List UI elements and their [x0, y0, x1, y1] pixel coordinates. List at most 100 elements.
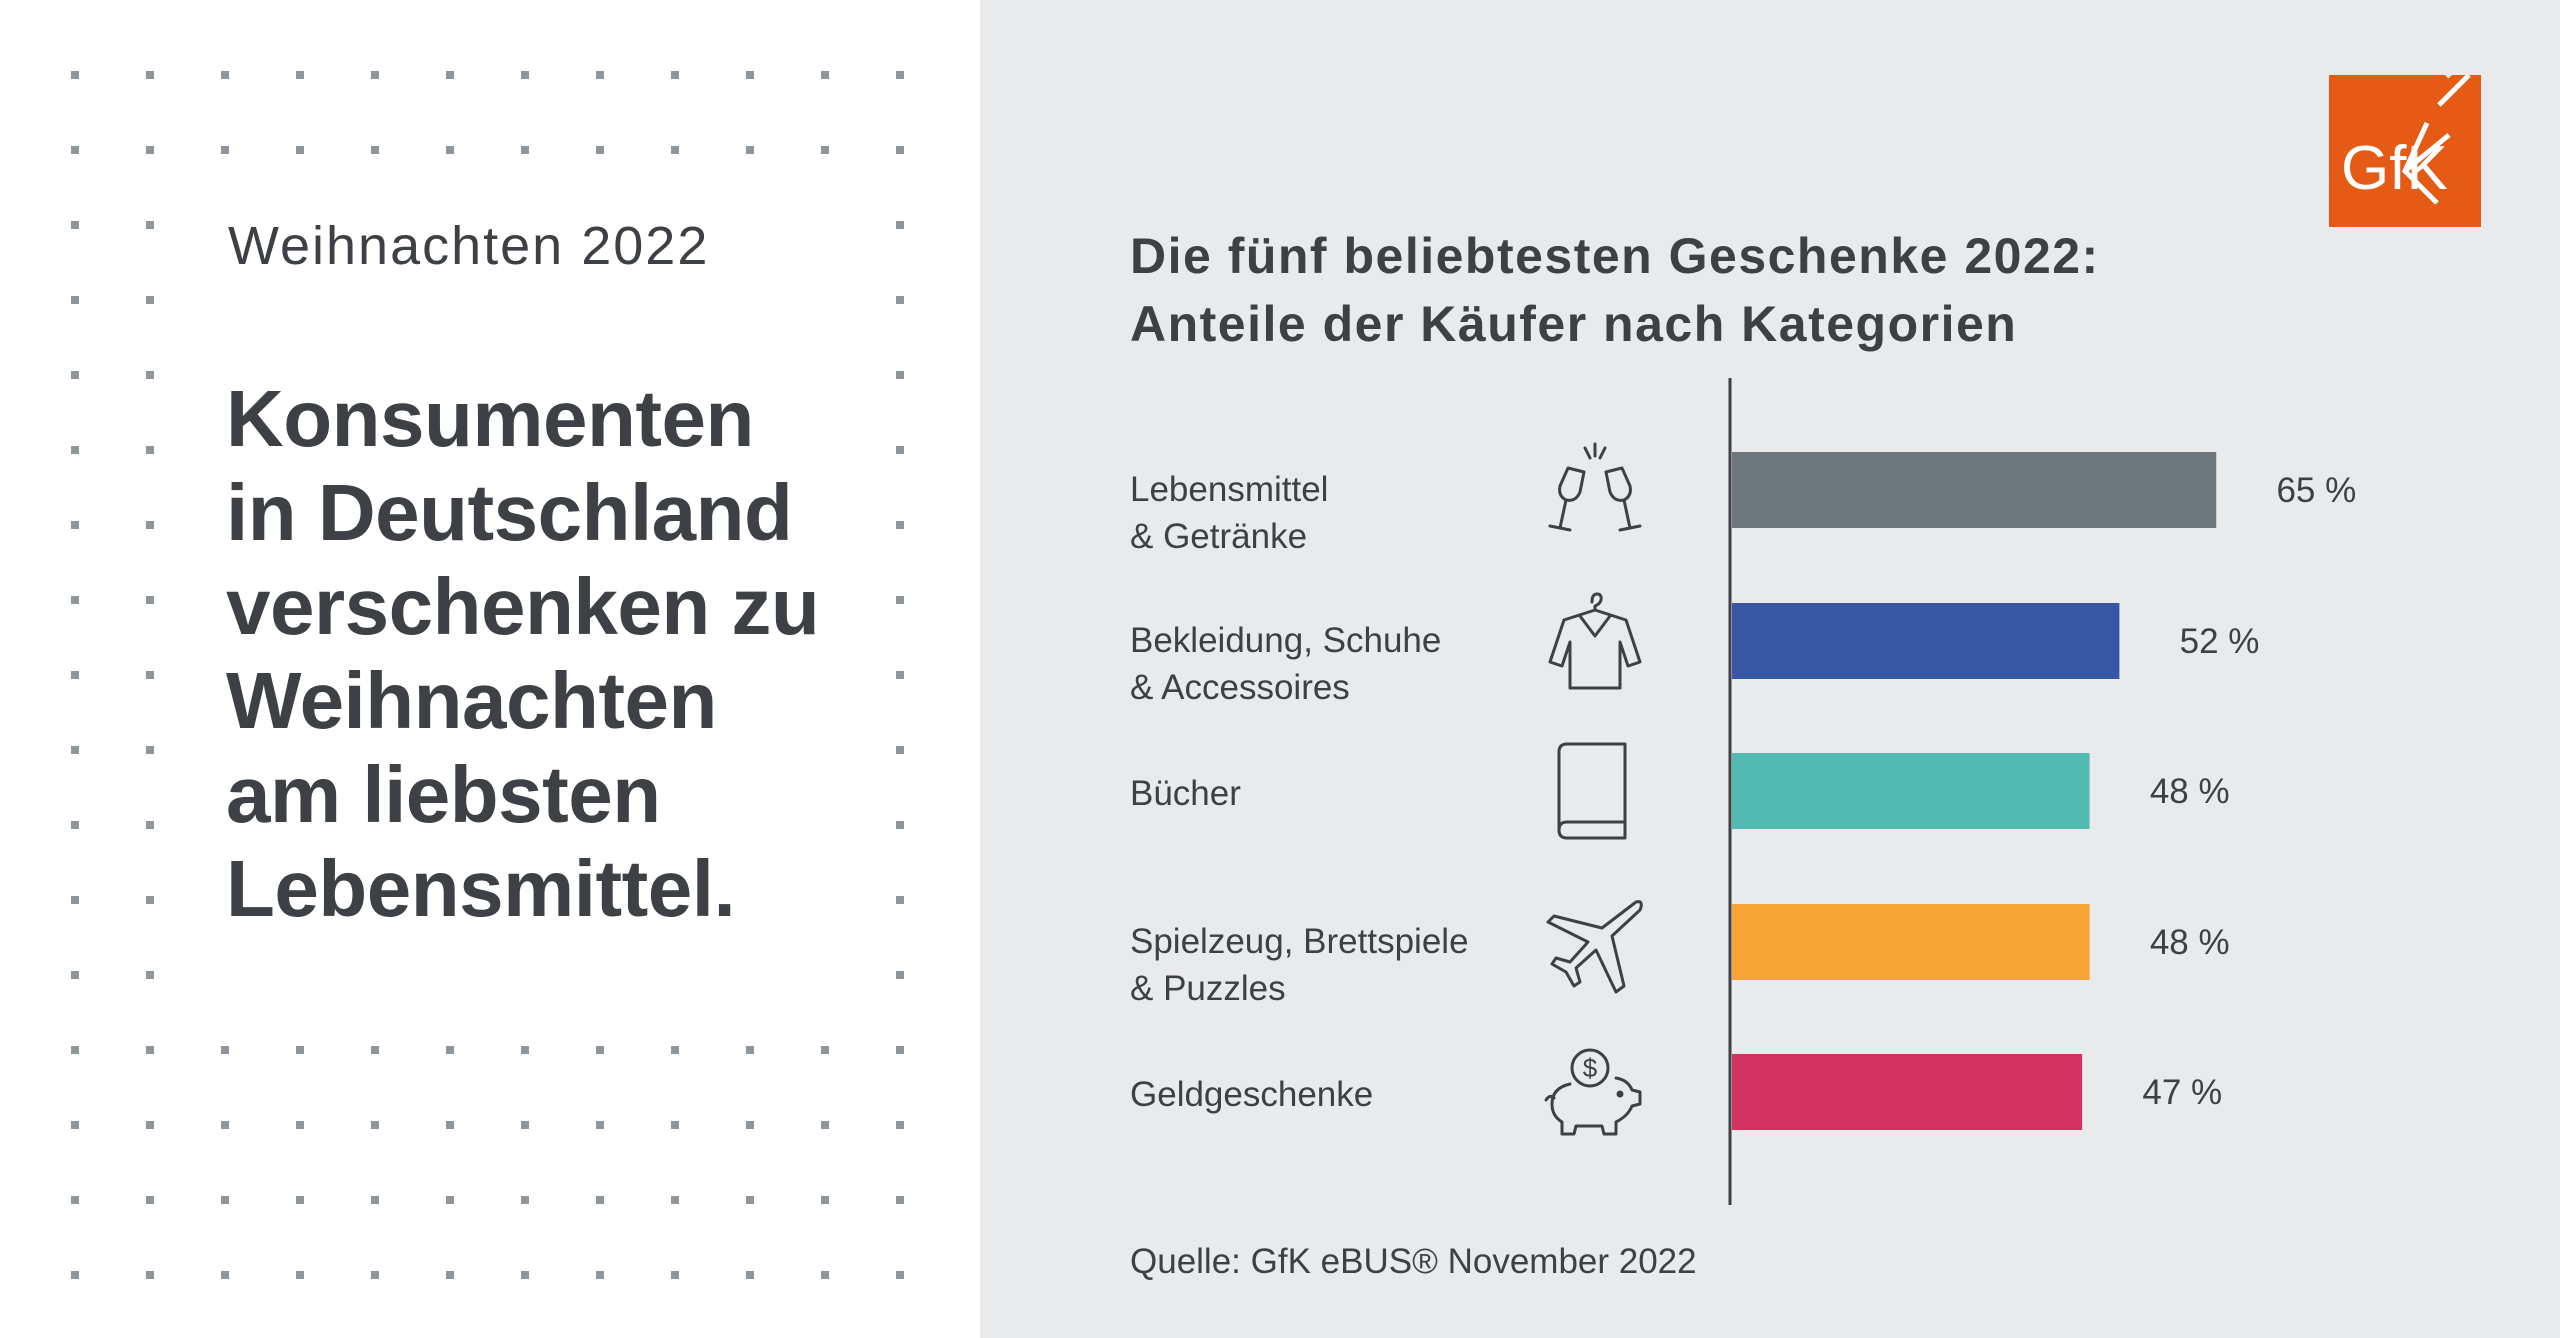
value-label-5: 47 %	[2142, 1073, 2222, 1112]
decorative-dot	[596, 1046, 604, 1054]
decorative-dot	[446, 71, 454, 79]
decorative-dot	[821, 1046, 829, 1054]
left-panel	[0, 0, 980, 1338]
category-label-line: Geldgeschenke	[1130, 1075, 1374, 1114]
decorative-dot	[746, 1121, 754, 1129]
decorative-dot	[671, 1196, 679, 1204]
decorative-dot	[71, 446, 79, 454]
decorative-dot	[71, 1046, 79, 1054]
decorative-dot	[71, 296, 79, 304]
decorative-dot	[821, 1196, 829, 1204]
decorative-dot	[71, 371, 79, 379]
decorative-dot	[371, 146, 379, 154]
decorative-dot	[746, 1046, 754, 1054]
decorative-dot	[371, 1271, 379, 1279]
decorative-dot	[146, 896, 154, 904]
decorative-dot	[296, 1046, 304, 1054]
decorative-dot	[371, 1046, 379, 1054]
decorative-dot	[71, 971, 79, 979]
decorative-dot	[221, 1121, 229, 1129]
decorative-dot	[596, 71, 604, 79]
decorative-dot	[71, 821, 79, 829]
decorative-dot	[146, 296, 154, 304]
decorative-dot	[146, 146, 154, 154]
gfk-logo: GfK	[2329, 75, 2481, 227]
category-label-food: Lebensmittel & Getränke	[1130, 466, 1510, 560]
decorative-dot	[296, 1271, 304, 1279]
decorative-dot	[221, 1271, 229, 1279]
decorative-dot	[746, 146, 754, 154]
svg-text:$: $	[1583, 1053, 1598, 1083]
decorative-dot	[896, 221, 904, 229]
decorative-dot	[671, 1046, 679, 1054]
decorative-dot	[896, 971, 904, 979]
decorative-dot	[146, 521, 154, 529]
decorative-dot	[71, 671, 79, 679]
category-label-line: & Puzzles	[1130, 969, 1286, 1008]
decorative-dot	[446, 1196, 454, 1204]
chart-title-line: Anteile der Käufer nach Kategorien	[1130, 296, 2018, 352]
bar-group	[1732, 452, 2217, 1130]
decorative-dot	[146, 1121, 154, 1129]
decorative-dot	[671, 71, 679, 79]
decorative-dot	[896, 1121, 904, 1129]
decorative-dot	[896, 896, 904, 904]
decorative-dot	[896, 596, 904, 604]
decorative-dot	[221, 1046, 229, 1054]
category-label-clothing: Bekleidung, Schuhe & Accessoires	[1130, 617, 1510, 711]
decorative-dot	[146, 446, 154, 454]
bar-3	[1732, 753, 2090, 829]
decorative-dot	[896, 1196, 904, 1204]
category-label-line: & Accessoires	[1130, 668, 1350, 707]
decorative-dot	[596, 1271, 604, 1279]
decorative-dot	[146, 821, 154, 829]
decorative-dot	[71, 221, 79, 229]
decorative-dot	[521, 1046, 529, 1054]
gfk-logo-text: GfK	[2341, 134, 2448, 203]
decorative-dot	[746, 71, 754, 79]
chart-title: Die fünf beliebtesten Geschenke 2022: An…	[1130, 222, 2100, 358]
book-icon	[1557, 742, 1627, 840]
decorative-dot	[146, 371, 154, 379]
decorative-dot	[146, 671, 154, 679]
headline-line: Lebensmittel.	[226, 844, 736, 933]
decorative-dot	[446, 1046, 454, 1054]
decorative-dot	[296, 1196, 304, 1204]
category-label-line: Bücher	[1130, 774, 1241, 813]
decorative-dot	[896, 821, 904, 829]
decorative-dot	[221, 1196, 229, 1204]
decorative-dot	[896, 671, 904, 679]
decorative-dot	[71, 896, 79, 904]
value-label-3: 48 %	[2150, 772, 2230, 811]
bar-5	[1732, 1054, 2083, 1130]
category-label-toys: Spielzeug, Brettspiele & Puzzles	[1130, 918, 1510, 1012]
decorative-dot	[521, 1271, 529, 1279]
decorative-dot	[821, 1121, 829, 1129]
value-label-group: 65 % 52 % 48 % 48 % 47 %	[2142, 471, 2356, 1112]
decorative-dot	[296, 146, 304, 154]
bar-1	[1732, 452, 2217, 528]
decorative-dot	[521, 1121, 529, 1129]
decorative-dot	[446, 146, 454, 154]
decorative-dot	[146, 746, 154, 754]
decorative-dot	[896, 521, 904, 529]
decorative-dot	[596, 1121, 604, 1129]
decorative-dot	[221, 71, 229, 79]
decorative-dot	[671, 146, 679, 154]
decorative-dot	[746, 1196, 754, 1204]
value-label-1: 65 %	[2276, 471, 2356, 510]
decorative-dot	[71, 1121, 79, 1129]
decorative-dot	[146, 71, 154, 79]
airplane-icon	[1546, 900, 1643, 994]
decorative-dot	[446, 1271, 454, 1279]
decorative-dot	[521, 71, 529, 79]
category-label-line: Spielzeug, Brettspiele	[1130, 922, 1469, 961]
decorative-dot	[896, 371, 904, 379]
value-label-2: 52 %	[2180, 622, 2260, 661]
decorative-dot	[146, 1196, 154, 1204]
decorative-dot	[146, 1046, 154, 1054]
headline-line: Weihnachten	[226, 656, 717, 745]
decorative-dot	[521, 146, 529, 154]
headline: Konsumenten in Deutschland verschenken z…	[226, 372, 926, 936]
decorative-dot	[896, 446, 904, 454]
